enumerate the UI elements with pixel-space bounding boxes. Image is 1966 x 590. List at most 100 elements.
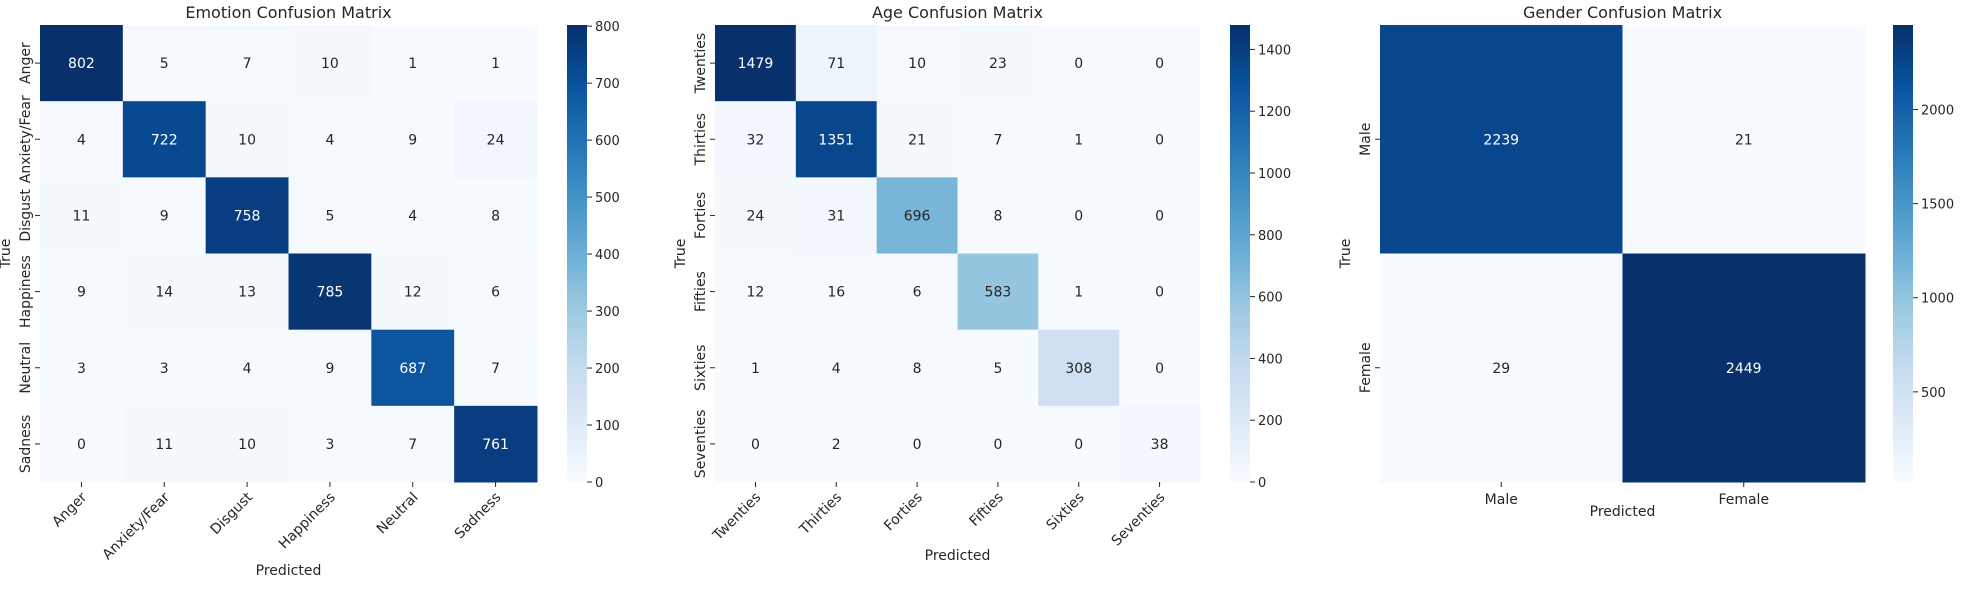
heatmap-cell: [288, 253, 372, 331]
heatmap-cell: [371, 405, 455, 483]
cell-value-label: 758: [234, 208, 261, 224]
heatmap-cell: [876, 405, 958, 483]
heatmap-cell: [715, 253, 797, 331]
cell-value-label: 1: [491, 56, 500, 72]
heatmap-cell: [371, 253, 455, 331]
cell-value-label: 12: [747, 285, 765, 301]
heatmap-cell: [715, 101, 797, 178]
y-tick-label: Disgust: [18, 189, 34, 242]
heatmap-cell: [454, 177, 538, 254]
x-tick-label: Anger: [49, 489, 90, 530]
heatmap-cell: [288, 25, 372, 102]
heatmap-cell: [1119, 25, 1201, 102]
cell-value-label: 11: [155, 437, 173, 453]
cell-value-label: 4: [408, 208, 417, 224]
y-tick-label: Twenties: [693, 33, 709, 94]
heatmap-cell: [1038, 101, 1120, 178]
cell-value-label: 2449: [1726, 361, 1762, 377]
heatmap-cell: [957, 25, 1039, 102]
heatmap-cell: [1038, 405, 1120, 483]
heatmap-cell: [876, 25, 958, 102]
heatmap-cell: [40, 177, 124, 254]
heatmap-cell: [1622, 253, 1866, 483]
cell-value-label: 38: [1151, 437, 1169, 453]
cell-value-label: 13: [238, 285, 256, 301]
cell-value-label: 0: [1155, 56, 1164, 72]
cell-value-label: 0: [1074, 437, 1083, 453]
heatmap-cell: [122, 329, 207, 407]
x-tick-label: Sixties: [1043, 490, 1087, 534]
chart-title: Emotion Confusion Matrix: [185, 3, 391, 22]
cell-value-label: 4: [77, 132, 86, 148]
cell-value-label: 3: [77, 361, 86, 377]
cell-value-label: 0: [1155, 208, 1164, 224]
colorbar-tick-label: 1400: [1258, 43, 1291, 58]
x-tick-label: Female: [1718, 492, 1769, 508]
heatmap-cell: [957, 405, 1039, 483]
heatmap-cell: [454, 253, 538, 331]
heatmap-cell: [876, 253, 958, 331]
heatmap-cell: [957, 101, 1039, 178]
heatmap-cell: [795, 177, 878, 254]
heatmap-cell: [454, 101, 538, 178]
colorbar-tick-label: 100: [595, 419, 620, 434]
heatmap-cell: [1038, 329, 1120, 407]
colorbar-tick-label: 400: [595, 248, 620, 263]
heatmap-cell: [1622, 25, 1866, 254]
colorbar-tick-label: 1500: [1921, 198, 1954, 213]
cell-value-label: 0: [77, 437, 86, 453]
cell-value-label: 583: [985, 285, 1012, 301]
heatmap-cell: [795, 329, 878, 407]
cell-value-label: 696: [904, 208, 931, 224]
heatmap-cell: [288, 177, 372, 254]
colorbar-tick-label: 800: [1258, 229, 1283, 244]
cell-value-label: 11: [73, 208, 91, 224]
heatmap-cell: [288, 101, 372, 178]
heatmap-cell: [715, 405, 797, 483]
heatmap-cell: [795, 25, 878, 102]
heatmap-cell: [1380, 25, 1623, 254]
heatmap-cell: [205, 253, 289, 331]
heatmap-cell: [40, 329, 124, 407]
heatmap-cell: [715, 177, 797, 254]
colorbar-tick-label: 1000: [1921, 292, 1954, 307]
heatmap-panel-2: Gender Confusion Matrix 2239 21 29 2449 Male F…: [1338, 3, 1954, 520]
cell-value-label: 785: [317, 285, 344, 301]
heatmap-cell: [454, 405, 538, 483]
cell-value-label: 7: [408, 437, 417, 453]
colorbar-tick-label: 0: [595, 476, 603, 491]
y-tick-label: Anger: [18, 42, 34, 84]
y-tick-label: Happiness: [18, 255, 34, 328]
heatmap-cell: [122, 25, 207, 102]
cell-value-label: 12: [404, 285, 422, 301]
heatmap-cell: [876, 177, 958, 254]
cell-value-label: 7: [491, 361, 500, 377]
x-tick-label: Forties: [881, 490, 926, 535]
colorbar-tick-label: 400: [1258, 352, 1283, 367]
cell-value-label: 10: [238, 132, 256, 148]
heatmap-cell: [371, 177, 455, 254]
colorbar-tick-label: 200: [1258, 414, 1283, 429]
y-tick-label: Male: [1358, 123, 1374, 156]
heatmap-cell: [795, 253, 878, 331]
heatmap-cell: [122, 177, 207, 254]
x-axis-label: Predicted: [1590, 504, 1656, 520]
colorbar-tick-label: 600: [1258, 291, 1283, 306]
cell-value-label: 16: [827, 285, 845, 301]
colorbar-tick-label: 500: [595, 191, 620, 206]
heatmap-cell: [795, 405, 878, 483]
x-axis-label: Predicted: [925, 548, 991, 564]
colorbar-tick-label: 500: [1921, 386, 1946, 401]
heatmap-cell: [715, 25, 797, 102]
cell-value-label: 32: [747, 132, 765, 148]
cell-value-label: 2239: [1483, 132, 1519, 148]
cell-value-label: 23: [989, 56, 1007, 72]
heatmap-cell: [957, 177, 1039, 254]
colorbar-tick-label: 2000: [1921, 104, 1954, 119]
cell-value-label: 7: [243, 56, 252, 72]
y-tick-label: Anxiety/Fear: [18, 95, 34, 183]
y-tick-label: Thirties: [693, 113, 709, 166]
x-tick-label: Anxiety/Fear: [100, 489, 174, 563]
chart-title: Age Confusion Matrix: [872, 3, 1043, 22]
